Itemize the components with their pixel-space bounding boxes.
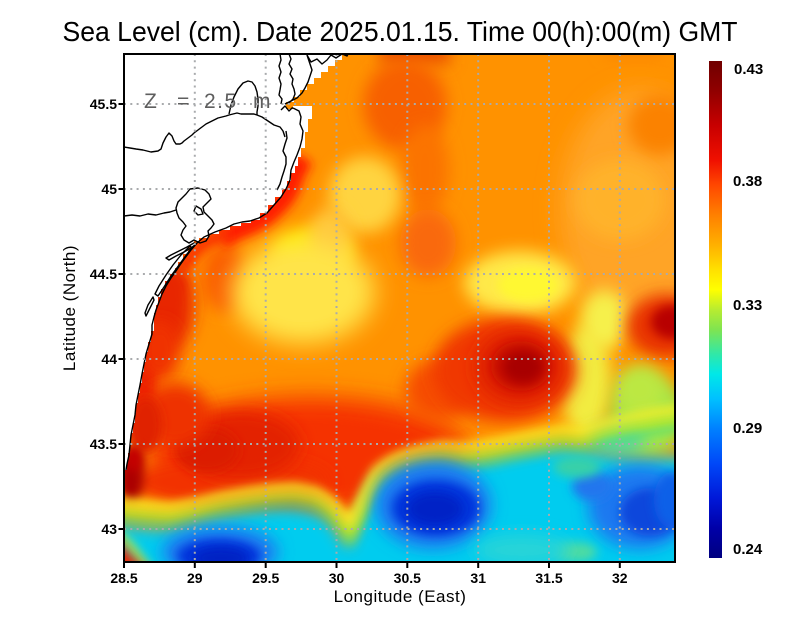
svg-text:0.29: 0.29: [733, 420, 762, 437]
svg-text:0.33: 0.33: [733, 297, 762, 314]
svg-text:43: 43: [101, 521, 117, 537]
svg-text:30.5: 30.5: [394, 570, 421, 586]
svg-text:Z=2.5m: Z = 2.5 m: [144, 90, 271, 113]
svg-text:29.5: 29.5: [252, 570, 279, 586]
svg-text:28.5: 28.5: [110, 570, 137, 586]
svg-text:31: 31: [470, 570, 486, 586]
svg-text:45: 45: [101, 181, 117, 197]
svg-text:0.43: 0.43: [734, 61, 763, 78]
svg-text:43.5: 43.5: [90, 436, 117, 452]
svg-text:32: 32: [612, 570, 628, 586]
svg-text:0.38: 0.38: [733, 173, 762, 190]
svg-text:Sea Level (cm). Date 2025.01.1: Sea Level (cm). Date 2025.01.15. Time 00…: [63, 16, 738, 47]
svg-text:45.5: 45.5: [90, 96, 117, 112]
svg-text:29: 29: [187, 570, 203, 586]
svg-text:31.5: 31.5: [535, 570, 562, 586]
svg-text:44: 44: [101, 351, 117, 367]
svg-text:44.5: 44.5: [90, 266, 117, 282]
svg-text:Longitude (East): Longitude (East): [334, 587, 467, 606]
svg-text:Latitude (North): Latitude (North): [60, 245, 79, 371]
svg-text:0.24: 0.24: [733, 541, 763, 558]
svg-text:30: 30: [329, 570, 345, 586]
